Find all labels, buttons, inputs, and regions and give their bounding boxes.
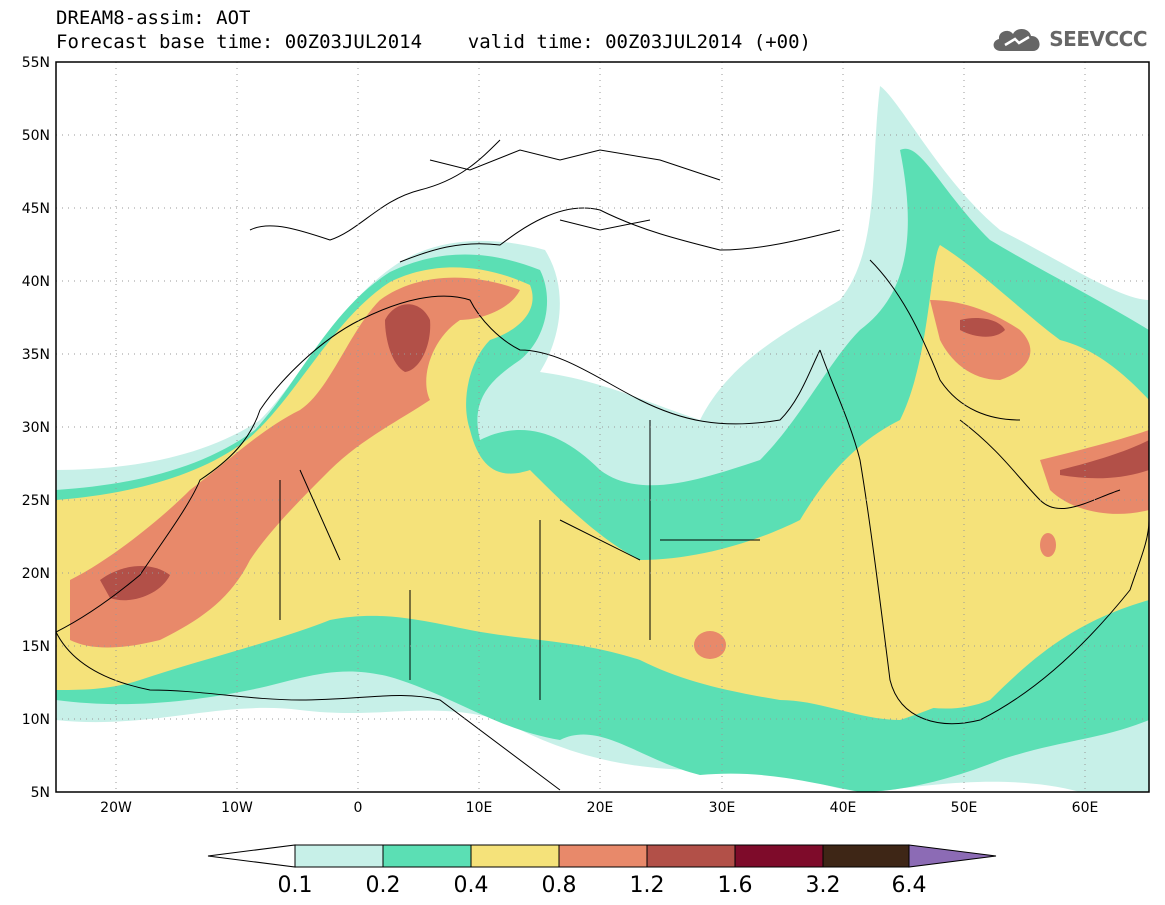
lon-label: 20E xyxy=(587,800,614,816)
colorbar-label: 0.2 xyxy=(366,873,401,898)
lat-label: 5N xyxy=(31,785,50,801)
lat-label: 35N xyxy=(22,347,50,363)
colorbar-segment xyxy=(558,844,648,868)
colorbar-label: 6.4 xyxy=(892,873,927,898)
graticule xyxy=(56,62,1149,792)
lat-label: 50N xyxy=(22,128,50,144)
lat-label: 45N xyxy=(22,201,50,217)
lat-label: 20N xyxy=(22,566,50,582)
map-frame xyxy=(55,61,1150,793)
colorbar-segment xyxy=(470,844,560,868)
seevccc-logo: SEEVCCC xyxy=(989,22,1147,56)
colorbar xyxy=(207,844,997,868)
colorbar-label: 0.1 xyxy=(278,873,313,898)
colorbar-segment xyxy=(646,844,736,868)
lon-label: 10E xyxy=(466,800,493,816)
lon-label: 40E xyxy=(830,800,857,816)
colorbar-segment xyxy=(734,844,824,868)
colorbar-label: 1.2 xyxy=(630,873,665,898)
longitude-labels: 20W 10W 0 10E 20E 30E 40E 50E 60E xyxy=(100,800,1098,816)
lon-label: 50E xyxy=(951,800,978,816)
lat-label: 30N xyxy=(22,420,50,436)
lon-label: 20W xyxy=(100,800,132,816)
colorbar-label: 0.8 xyxy=(542,873,577,898)
lat-label: 15N xyxy=(22,639,50,655)
lon-label: 60E xyxy=(1072,800,1099,816)
logo-text: SEEVCCC xyxy=(1049,27,1147,51)
coastlines xyxy=(56,139,1149,791)
colorbar-label: 0.4 xyxy=(454,873,489,898)
latitude-labels: 55N 50N 45N 40N 35N 30N 25N 20N 15N 10N … xyxy=(22,55,50,801)
colorbar-segment xyxy=(294,844,384,868)
colorbar-segment xyxy=(822,844,910,868)
lat-label: 25N xyxy=(22,493,50,509)
lon-label: 0 xyxy=(354,800,363,816)
aot-level-0.4 xyxy=(56,245,1149,720)
lat-label: 55N xyxy=(22,55,50,71)
lon-label: 10W xyxy=(221,800,253,816)
forecast-times: Forecast base time: 00Z03JUL2014 valid t… xyxy=(56,31,811,53)
colorbar-arrow-low xyxy=(207,844,296,868)
colorbar-labels: 0.1 0.2 0.4 0.8 1.2 1.6 3.2 6.4 xyxy=(278,873,927,898)
cloud-icon xyxy=(993,28,1040,51)
lat-label: 40N xyxy=(22,274,50,290)
aot-level-1.2 xyxy=(100,304,1149,601)
map-title: DREAM8-assim: AOT xyxy=(56,7,251,29)
colorbar-segment xyxy=(382,844,472,868)
colorbar-label: 3.2 xyxy=(806,873,841,898)
aot-fields xyxy=(56,86,1149,792)
colorbar-label: 1.6 xyxy=(718,873,753,898)
lon-label: 30E xyxy=(709,800,736,816)
lat-label: 10N xyxy=(22,712,50,728)
colorbar-arrow-high xyxy=(908,844,997,868)
